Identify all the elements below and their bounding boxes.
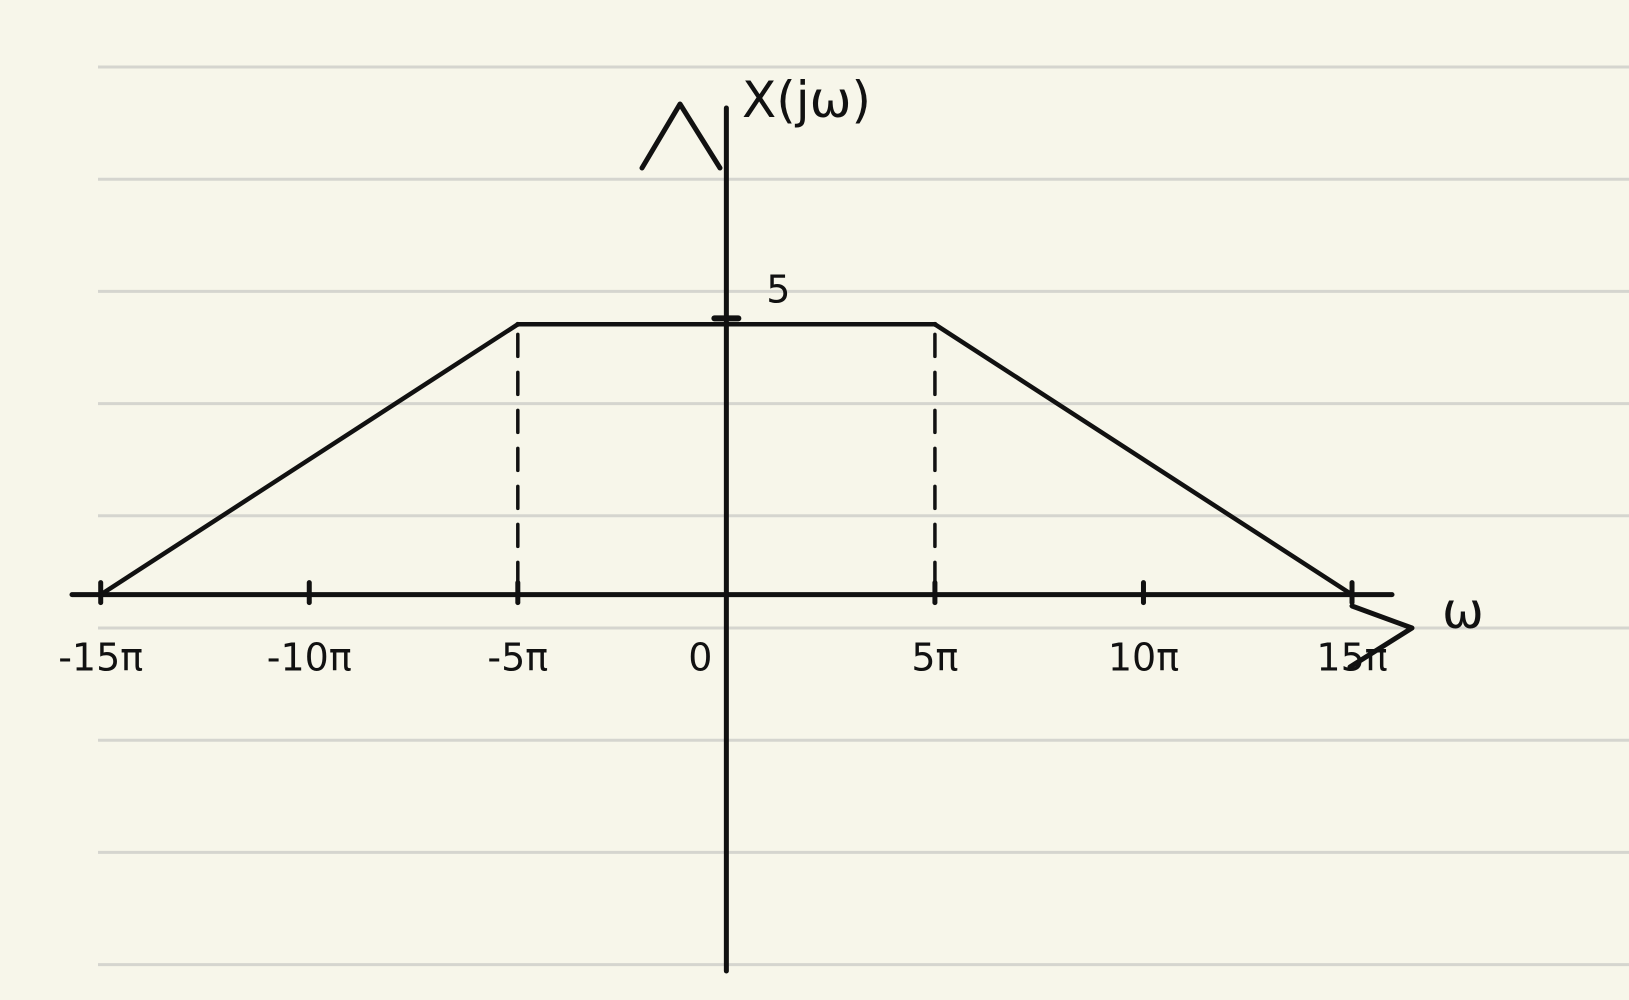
y-axis-arrowhead <box>639 101 723 171</box>
reference-lines <box>516 332 937 593</box>
plot-area: -15π -10π -5π 0 5π 10π 15π 5 <box>58 101 1415 974</box>
x-axis-arrowhead <box>1347 603 1415 670</box>
x-axis-label: ω <box>1442 582 1484 640</box>
x-tick-label: -5π <box>487 636 548 680</box>
ruled-paper-lines <box>98 65 1629 967</box>
series-point <box>515 321 521 327</box>
y-axis-label: X(jω) <box>742 71 871 129</box>
x-tick-label: 15π <box>1316 636 1387 680</box>
y-tick-label: 5 <box>766 267 790 311</box>
x-tick-label: -10π <box>267 636 352 680</box>
tick-marks <box>98 315 1355 606</box>
tick-labels: -15π -10π -5π 0 5π 10π 15π 5 <box>58 267 1387 679</box>
x-tick-label: 0 <box>688 636 712 680</box>
axes <box>69 101 1415 974</box>
series-point <box>932 321 938 327</box>
x-tick-label: 10π <box>1108 636 1179 680</box>
x-tick-label: 5π <box>911 636 958 680</box>
x-tick-label: -15π <box>58 636 143 680</box>
